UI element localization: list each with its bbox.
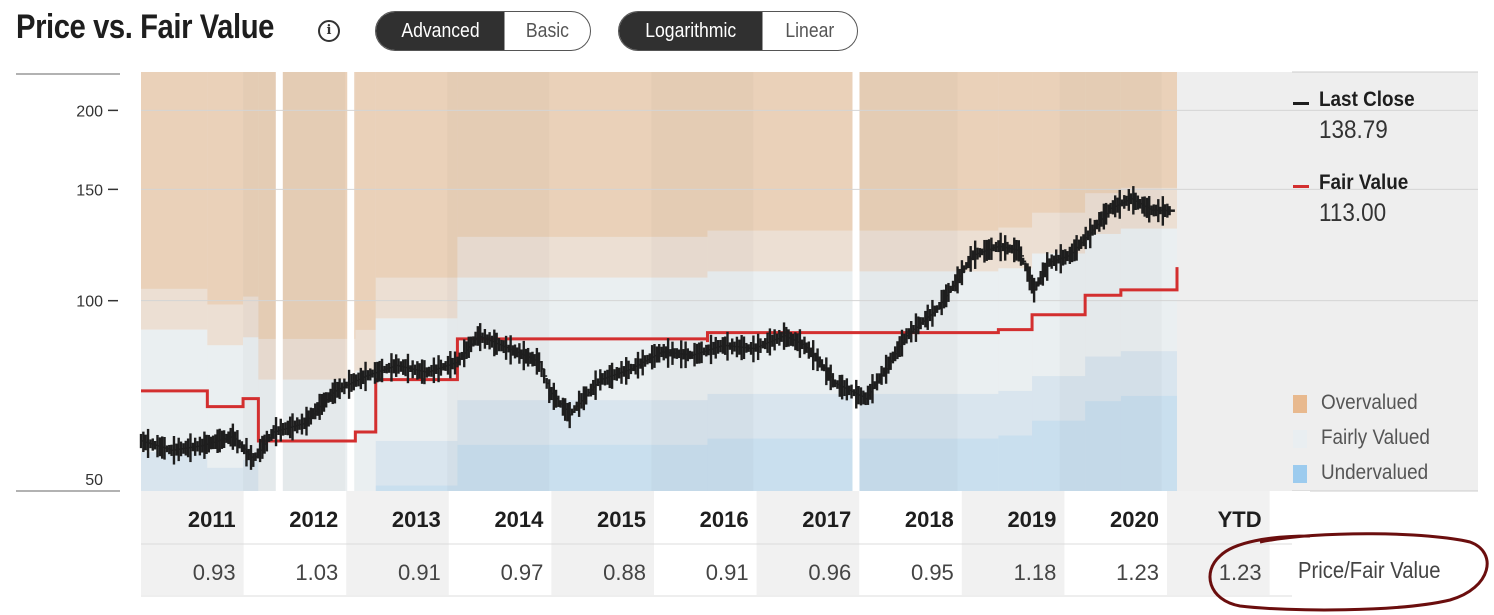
y-tick-label: 100 bbox=[76, 294, 103, 311]
price-fair-value-cell: 0.96 bbox=[808, 560, 851, 585]
year-table: 2011 0.93 2012 1.03 2013 0.91 2014 0.97 2015 0.88… bbox=[141, 491, 1310, 597]
year-header: 2019 bbox=[1007, 507, 1056, 532]
price-fair-value-cell: 0.91 bbox=[706, 560, 749, 585]
view-mode-toggle[interactable]: Advanced Basic bbox=[375, 11, 591, 51]
data-gap-strip bbox=[852, 72, 860, 491]
page-title: Price vs. Fair Value bbox=[16, 8, 274, 46]
last-close-legend-label: Last Close bbox=[1319, 88, 1415, 111]
year-header: YTD bbox=[1218, 507, 1262, 532]
overvalued-band-light bbox=[355, 329, 376, 371]
undervalued-band-light bbox=[375, 440, 458, 486]
overvalued-band bbox=[1120, 72, 1177, 188]
overvalued-band bbox=[375, 72, 458, 278]
overvalued-band bbox=[1085, 72, 1121, 194]
price-fair-value-cell: 1.03 bbox=[295, 560, 338, 585]
year-header: 2012 bbox=[289, 507, 338, 532]
table-column-stripe bbox=[1167, 491, 1270, 595]
basic-button[interactable]: Basic bbox=[504, 12, 590, 50]
table-column-stripe bbox=[961, 491, 1065, 595]
price-fair-value-cell: 0.97 bbox=[501, 560, 544, 585]
fair-value-legend-swatch bbox=[1293, 185, 1309, 188]
fair-value-value: 113.00 bbox=[1319, 199, 1387, 227]
fair-value-legend-label: Fair Value bbox=[1319, 171, 1409, 194]
scale-toggle[interactable]: Logarithmic Linear bbox=[618, 11, 858, 51]
table-column-stripe bbox=[756, 491, 860, 595]
price-fair-value-cell: 0.88 bbox=[603, 560, 646, 585]
price-fair-value-cell: 0.91 bbox=[398, 560, 441, 585]
price-fair-value-cell: 1.23 bbox=[1219, 560, 1262, 585]
undervalued-band-light bbox=[1120, 351, 1177, 396]
table-column-stripe bbox=[551, 491, 654, 595]
undervalued-band bbox=[998, 435, 1033, 491]
last-close-legend-swatch bbox=[1293, 102, 1309, 105]
gridlines bbox=[141, 71, 1478, 492]
year-header: 2015 bbox=[597, 507, 646, 532]
y-tick-label: 150 bbox=[76, 182, 103, 199]
logarithmic-button[interactable]: Logarithmic bbox=[619, 12, 762, 50]
table-column-stripe bbox=[346, 491, 449, 595]
series bbox=[139, 186, 1179, 470]
data-gap-strip bbox=[275, 72, 283, 491]
year-header: 2018 bbox=[905, 507, 954, 532]
overvalued-label: Overvalued bbox=[1321, 391, 1418, 414]
linear-button[interactable]: Linear bbox=[762, 12, 857, 50]
y-tick-label: 200 bbox=[76, 103, 103, 120]
undervalued-swatch bbox=[1293, 465, 1307, 483]
fairly-valued-label: Fairly Valued bbox=[1321, 426, 1430, 449]
year-header: 2017 bbox=[802, 507, 851, 532]
undervalued-band bbox=[1120, 395, 1177, 491]
undervalued-band bbox=[1085, 401, 1121, 491]
year-header: 2011 bbox=[188, 507, 236, 532]
year-stripe bbox=[447, 72, 549, 491]
undervalued-band-light bbox=[1032, 376, 1086, 421]
table-column-stripe bbox=[141, 491, 244, 595]
year-stripe bbox=[855, 72, 957, 491]
undervalued-band-light bbox=[1085, 356, 1121, 402]
valuation-bands bbox=[141, 72, 1177, 547]
y-tick-label: 50 bbox=[85, 472, 103, 489]
overvalued-band-light bbox=[457, 236, 708, 278]
overvalued-band bbox=[998, 72, 1033, 228]
year-header: 2014 bbox=[494, 507, 544, 532]
undervalued-band-light bbox=[998, 390, 1033, 436]
fairly-valued-swatch bbox=[1293, 430, 1307, 448]
highlight-annotation bbox=[1208, 532, 1489, 612]
overvalued-band bbox=[457, 72, 708, 237]
overvalued-band-light bbox=[207, 304, 244, 346]
year-stripe bbox=[651, 72, 753, 491]
overvalued-band-light bbox=[141, 288, 208, 330]
overvalued-band-light bbox=[258, 338, 356, 380]
undervalued-band bbox=[375, 485, 458, 491]
undervalued-band bbox=[457, 444, 708, 491]
price-fair-value-caption: Price/Fair Value bbox=[1298, 557, 1441, 583]
year-header: 2016 bbox=[700, 507, 749, 532]
overvalued-band bbox=[355, 72, 376, 330]
year-stripe bbox=[1060, 72, 1162, 491]
overvalued-band-light bbox=[243, 296, 259, 338]
overvalued-band bbox=[243, 72, 259, 297]
overvalued-band bbox=[207, 72, 244, 305]
price-fair-value-cell: 0.93 bbox=[193, 560, 236, 585]
y-axis: 50 100 150 200 bbox=[16, 73, 120, 492]
info-icon[interactable]: i bbox=[318, 20, 340, 42]
advanced-button[interactable]: Advanced bbox=[376, 12, 504, 50]
year-header: 2020 bbox=[1110, 507, 1159, 532]
last-close-value: 138.79 bbox=[1319, 116, 1388, 144]
year-header: 2013 bbox=[392, 507, 441, 532]
fair-value-line bbox=[141, 267, 1179, 443]
overvalued-band bbox=[141, 72, 208, 289]
price-fair-value-cell: 0.95 bbox=[911, 560, 954, 585]
data-gap-strip bbox=[347, 72, 355, 491]
price-fair-value-cell: 1.23 bbox=[1116, 560, 1159, 585]
overvalued-band bbox=[258, 72, 356, 339]
overvalued-swatch bbox=[1293, 395, 1307, 413]
price-fair-value-cell: 1.18 bbox=[1014, 560, 1057, 585]
table-background bbox=[141, 491, 1310, 595]
undervalued-band bbox=[1032, 420, 1086, 491]
overvalued-band-light bbox=[375, 277, 458, 319]
undervalued-label: Undervalued bbox=[1321, 461, 1429, 484]
